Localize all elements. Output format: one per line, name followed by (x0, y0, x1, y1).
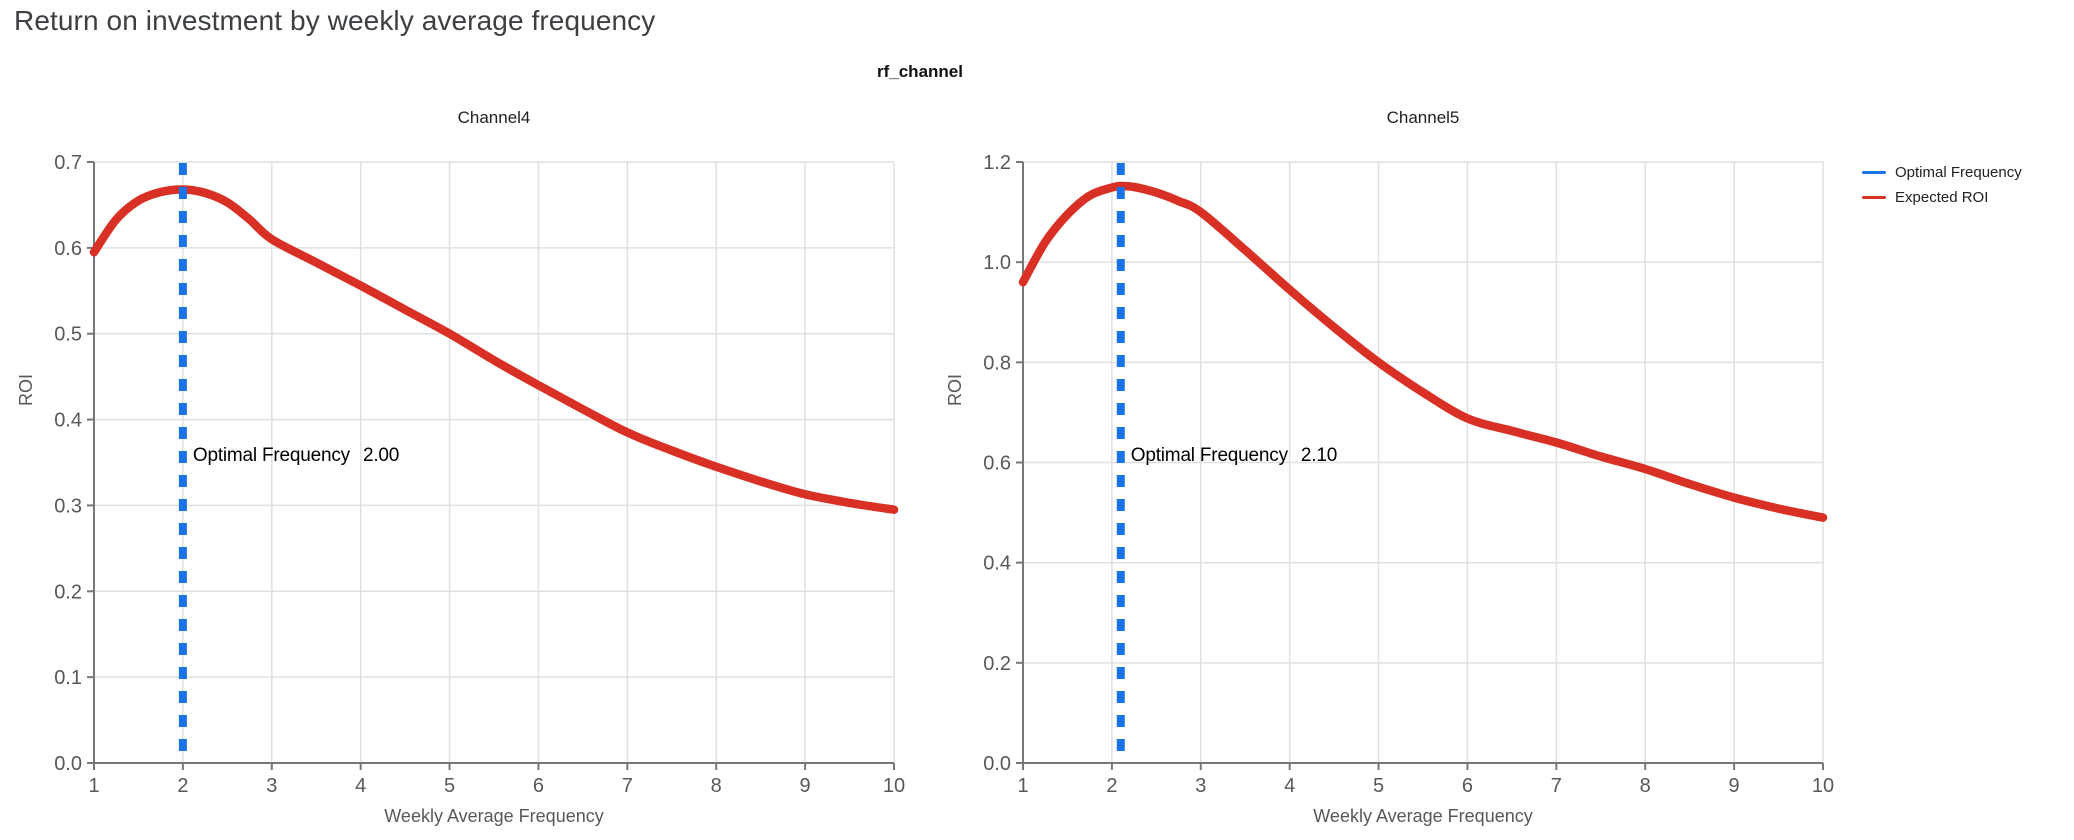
legend-item-expected-roi: Expected ROI (1862, 185, 2022, 210)
y-tick-label: 0.2 (54, 581, 82, 603)
y-tick-label: 1.2 (983, 152, 1011, 174)
x-tick-label: 1 (88, 775, 99, 797)
x-tick-label: 6 (1462, 775, 1473, 797)
gridlines (93, 161, 895, 763)
optimal-frequency-annotation: Optimal Frequency 2.10 (1131, 445, 1337, 466)
legend: Optimal Frequency Expected ROI (1862, 160, 2022, 210)
x-axis-title: Weekly Average Frequency (1313, 806, 1532, 826)
x-tick-label: 9 (800, 775, 811, 797)
x-tick-label: 10 (883, 775, 905, 797)
chart-channel4: 0.0 0.1 0.2 0.3 0.4 0.5 0.6 0.7 1 2 3 4 5 6 7 8 9 10 Weekl… (16, 152, 905, 826)
y-tick-label: 0.6 (983, 453, 1011, 475)
y-tick-label: 0.4 (983, 553, 1011, 575)
y-tick-label: 0.4 (54, 410, 82, 432)
y-tick-label: 0.3 (54, 495, 82, 517)
y-tick-label: 0.0 (54, 753, 82, 775)
page-title: Return on investment by weekly average f… (14, 5, 656, 36)
y-axis-title: ROI (16, 374, 36, 406)
subplot-title-channel4: Channel4 (457, 108, 531, 127)
x-tick-label: 3 (1195, 775, 1206, 797)
x-tick-label: 1 (1017, 775, 1028, 797)
y-tick-label: 0.1 (54, 667, 82, 689)
x-tick-label: 8 (711, 775, 722, 797)
legend-label: Optimal Frequency (1895, 164, 2022, 181)
facet-title: rf_channel (877, 62, 963, 81)
optimal-frequency-line-swatch (1862, 170, 1886, 175)
x-tick-label: 5 (1373, 775, 1384, 797)
x-tick-label: 8 (1640, 775, 1651, 797)
y-tick-label: 0.5 (54, 324, 82, 346)
x-tick-label: 9 (1729, 775, 1740, 797)
y-tick-label: 0.2 (983, 653, 1011, 675)
legend-item-optimal-frequency: Optimal Frequency (1862, 160, 2022, 185)
axes: 0.0 0.1 0.2 0.3 0.4 0.5 0.6 0.7 1 2 3 4 5 6 7 8 9 10 Weekl… (16, 152, 905, 826)
optimal-frequency-annotation: Optimal Frequency 2.00 (193, 445, 399, 466)
subplot-title-channel5: Channel5 (1386, 108, 1460, 127)
x-tick-label: 7 (622, 775, 633, 797)
y-tick-label: 0.7 (54, 152, 82, 174)
x-tick-label: 5 (444, 775, 455, 797)
expected-roi-line-swatch (1862, 195, 1886, 200)
legend-label: Expected ROI (1895, 189, 1989, 206)
x-tick-label: 4 (1284, 775, 1295, 797)
y-tick-label: 0.8 (983, 352, 1011, 374)
x-axis-title: Weekly Average Frequency (384, 806, 603, 826)
x-tick-label: 4 (355, 775, 366, 797)
x-tick-label: 10 (1812, 775, 1834, 797)
expected-roi-curve (1018, 181, 1828, 522)
expected-roi-curve (89, 185, 899, 514)
x-tick-label: 2 (177, 775, 188, 797)
y-tick-label: 0.6 (54, 238, 82, 260)
x-tick-label: 7 (1551, 775, 1562, 797)
y-axis-title: ROI (945, 374, 965, 406)
x-tick-label: 6 (533, 775, 544, 797)
x-tick-label: 3 (266, 775, 277, 797)
y-tick-label: 1.0 (983, 252, 1011, 274)
chart-channel5: 0.0 0.2 0.4 0.6 0.8 1.0 1.2 1 2 3 4 5 6 7 8 9 10 Weekly A… (945, 152, 1834, 826)
axes: 0.0 0.2 0.4 0.6 0.8 1.0 1.2 1 2 3 4 5 6 7 8 9 10 Weekly A… (945, 152, 1834, 826)
x-tick-label: 2 (1106, 775, 1117, 797)
y-tick-label: 0.0 (983, 753, 1011, 775)
